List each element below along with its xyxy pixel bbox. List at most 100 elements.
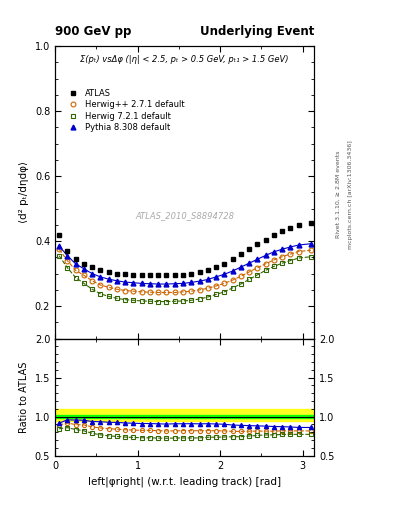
Herwig++ 2.7.1 default — [255, 265, 260, 271]
ATLAS — [123, 271, 128, 278]
Herwig 7.2.1 default — [222, 289, 227, 295]
ATLAS — [65, 248, 70, 254]
Herwig 7.2.1 default — [65, 265, 70, 271]
Pythia 8.308 default — [255, 257, 260, 263]
ATLAS — [148, 272, 152, 279]
Herwig 7.2.1 default — [57, 253, 62, 259]
Pythia 8.308 default — [98, 274, 103, 280]
Pythia 8.308 default — [107, 276, 111, 282]
ATLAS — [206, 267, 210, 273]
Pythia 8.308 default — [189, 280, 194, 286]
Pythia 8.308 default — [164, 281, 169, 287]
Herwig 7.2.1 default — [272, 263, 276, 269]
Herwig 7.2.1 default — [82, 280, 86, 286]
Herwig++ 2.7.1 default — [288, 251, 293, 257]
Herwig 7.2.1 default — [115, 295, 119, 302]
Herwig++ 2.7.1 default — [263, 261, 268, 267]
Herwig++ 2.7.1 default — [173, 289, 177, 295]
Pythia 8.308 default — [288, 244, 293, 250]
Pythia 8.308 default — [65, 253, 70, 259]
ATLAS — [222, 261, 227, 267]
ATLAS — [214, 264, 219, 270]
Herwig++ 2.7.1 default — [123, 287, 128, 293]
ATLAS — [57, 231, 62, 238]
Herwig++ 2.7.1 default — [230, 277, 235, 283]
Text: Rivet 3.1.10, ≥ 2.8M events: Rivet 3.1.10, ≥ 2.8M events — [336, 151, 341, 238]
Herwig 7.2.1 default — [197, 296, 202, 302]
Pythia 8.308 default — [57, 243, 62, 249]
Herwig++ 2.7.1 default — [296, 248, 301, 254]
Pythia 8.308 default — [239, 264, 243, 270]
Pythia 8.308 default — [131, 280, 136, 286]
ATLAS — [115, 270, 119, 276]
Herwig++ 2.7.1 default — [156, 289, 161, 295]
Pythia 8.308 default — [197, 278, 202, 284]
ATLAS — [189, 270, 194, 276]
Pythia 8.308 default — [309, 241, 313, 247]
Herwig++ 2.7.1 default — [247, 269, 252, 275]
Herwig 7.2.1 default — [90, 286, 95, 292]
Herwig++ 2.7.1 default — [272, 257, 276, 263]
Herwig++ 2.7.1 default — [57, 246, 62, 252]
Herwig++ 2.7.1 default — [164, 289, 169, 295]
Pythia 8.308 default — [272, 249, 276, 255]
Herwig 7.2.1 default — [173, 298, 177, 304]
Pythia 8.308 default — [173, 281, 177, 287]
Text: Underlying Event: Underlying Event — [200, 26, 314, 38]
Text: Σ(pₜ) vsΔφ (|η| < 2.5, pₜ > 0.5 GeV, pₜ₁ > 1.5 GeV): Σ(pₜ) vsΔφ (|η| < 2.5, pₜ > 0.5 GeV, pₜ₁… — [81, 55, 289, 64]
Line: ATLAS: ATLAS — [57, 221, 313, 278]
Line: Herwig 7.2.1 default: Herwig 7.2.1 default — [57, 253, 313, 304]
Herwig++ 2.7.1 default — [280, 253, 285, 260]
Line: Pythia 8.308 default: Pythia 8.308 default — [57, 241, 313, 287]
Herwig 7.2.1 default — [164, 298, 169, 305]
Herwig 7.2.1 default — [230, 285, 235, 291]
ATLAS — [197, 269, 202, 275]
Herwig 7.2.1 default — [239, 281, 243, 287]
Herwig 7.2.1 default — [131, 297, 136, 304]
Herwig++ 2.7.1 default — [181, 289, 185, 295]
Herwig 7.2.1 default — [255, 272, 260, 278]
ATLAS — [164, 272, 169, 278]
Herwig 7.2.1 default — [148, 298, 152, 304]
Herwig++ 2.7.1 default — [214, 283, 219, 289]
Herwig++ 2.7.1 default — [148, 289, 152, 295]
Herwig 7.2.1 default — [98, 291, 103, 297]
ATLAS — [280, 228, 285, 234]
Text: ATLAS_2010_S8894728: ATLAS_2010_S8894728 — [135, 211, 234, 220]
ATLAS — [263, 237, 268, 243]
Pythia 8.308 default — [90, 270, 95, 276]
Herwig++ 2.7.1 default — [82, 272, 86, 279]
Herwig++ 2.7.1 default — [98, 282, 103, 288]
X-axis label: left|φright| (w.r.t. leading track) [rad]: left|φright| (w.r.t. leading track) [rad… — [88, 476, 281, 486]
ATLAS — [82, 261, 86, 267]
Herwig++ 2.7.1 default — [189, 288, 194, 294]
Herwig 7.2.1 default — [309, 253, 313, 260]
Herwig 7.2.1 default — [263, 267, 268, 273]
Pythia 8.308 default — [280, 246, 285, 252]
Pythia 8.308 default — [214, 274, 219, 280]
Herwig 7.2.1 default — [181, 298, 185, 304]
Text: 900 GeV pp: 900 GeV pp — [55, 26, 131, 38]
Herwig 7.2.1 default — [107, 293, 111, 300]
Legend: ATLAS, Herwig++ 2.7.1 default, Herwig 7.2.1 default, Pythia 8.308 default: ATLAS, Herwig++ 2.7.1 default, Herwig 7.… — [62, 86, 188, 136]
Pythia 8.308 default — [222, 271, 227, 278]
Herwig 7.2.1 default — [73, 274, 78, 281]
ATLAS — [255, 241, 260, 247]
Pythia 8.308 default — [123, 279, 128, 285]
Herwig++ 2.7.1 default — [131, 288, 136, 294]
ATLAS — [181, 271, 185, 278]
Pythia 8.308 default — [296, 242, 301, 248]
Herwig 7.2.1 default — [140, 298, 144, 304]
Herwig++ 2.7.1 default — [107, 284, 111, 290]
Herwig 7.2.1 default — [189, 297, 194, 304]
Herwig++ 2.7.1 default — [140, 289, 144, 295]
Herwig++ 2.7.1 default — [206, 285, 210, 291]
Text: mcplots.cern.ch [arXiv:1306.3436]: mcplots.cern.ch [arXiv:1306.3436] — [348, 140, 353, 249]
ATLAS — [156, 272, 161, 279]
Y-axis label: ⟨d² pₜ/dηdφ⟩: ⟨d² pₜ/dηdφ⟩ — [19, 161, 29, 223]
Pythia 8.308 default — [115, 278, 119, 284]
Pythia 8.308 default — [140, 280, 144, 286]
Herwig++ 2.7.1 default — [90, 278, 95, 284]
ATLAS — [288, 225, 293, 231]
Herwig++ 2.7.1 default — [309, 247, 313, 253]
